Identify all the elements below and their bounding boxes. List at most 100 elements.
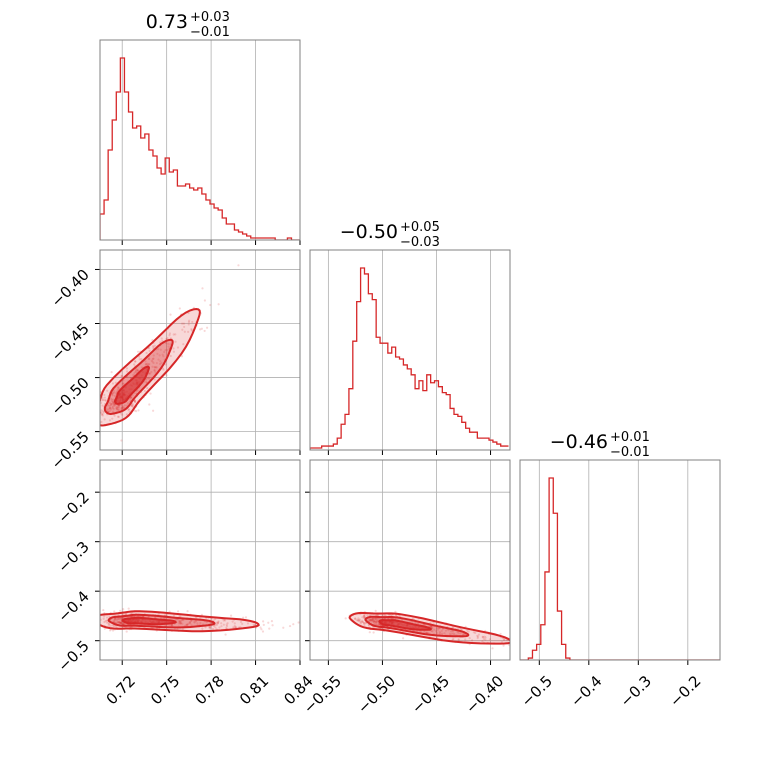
sample-point <box>426 631 429 634</box>
sample-point <box>123 404 126 407</box>
sample-point <box>220 625 223 628</box>
sample-point <box>109 408 113 411</box>
sample-point <box>120 403 123 407</box>
sample-point <box>113 414 116 417</box>
sample-point <box>108 404 111 408</box>
sample-point <box>431 630 434 633</box>
sample-point <box>225 623 228 626</box>
sample-point <box>122 382 125 385</box>
sample-point <box>268 627 271 630</box>
sample-point <box>176 346 180 349</box>
sample-point <box>164 617 167 620</box>
sample-point <box>98 616 100 618</box>
sample-point <box>100 420 103 424</box>
sample-point <box>169 313 172 316</box>
sample-point <box>362 614 365 617</box>
sample-point <box>168 334 171 337</box>
sample-point <box>127 408 131 411</box>
sample-point <box>189 622 192 625</box>
y-tick-label: −0.4 <box>54 587 92 625</box>
panel-frame <box>309 249 511 451</box>
sample-point <box>260 628 263 631</box>
sample-point <box>102 608 105 612</box>
sample-point <box>467 630 470 633</box>
sample-point <box>187 323 190 326</box>
sample-point <box>430 625 433 628</box>
sample-point <box>116 407 119 410</box>
sample-point <box>369 619 372 622</box>
sample-point <box>215 621 218 624</box>
sample-point <box>172 333 175 336</box>
sample-point <box>95 456 97 458</box>
sample-point <box>200 327 203 330</box>
sample-point <box>88 408 90 410</box>
sample-point <box>147 357 150 361</box>
sample-point <box>111 394 114 397</box>
sample-point <box>476 635 480 638</box>
sample-point <box>181 628 184 631</box>
density-contour <box>378 618 432 631</box>
sample-point <box>100 401 103 405</box>
sample-point <box>502 644 505 647</box>
sample-point <box>271 624 274 627</box>
sample-point <box>358 618 361 621</box>
sample-point <box>152 361 155 365</box>
sample-point <box>146 362 149 365</box>
sample-point <box>361 620 365 624</box>
sample-point <box>113 394 117 397</box>
panel-frame <box>519 459 721 661</box>
sample-point <box>125 367 129 370</box>
sample-point <box>180 620 183 623</box>
scatter-panel-3 <box>305 459 531 665</box>
sample-point <box>117 406 121 409</box>
sample-point <box>233 624 236 628</box>
sample-point <box>116 388 119 391</box>
sample-point <box>452 632 455 635</box>
sample-point <box>217 303 220 306</box>
sample-point <box>208 627 211 630</box>
sample-point <box>164 348 167 352</box>
sample-point <box>113 403 116 406</box>
sample-point <box>190 619 193 622</box>
sample-point <box>165 337 168 341</box>
sample-point <box>127 408 130 411</box>
sample-point <box>133 363 136 366</box>
sample-point <box>449 630 453 633</box>
sample-point <box>109 402 112 405</box>
sample-point <box>121 407 124 410</box>
sample-point <box>187 622 190 625</box>
sample-point <box>120 406 124 409</box>
sample-point <box>267 621 270 624</box>
scatter-content <box>344 609 531 650</box>
sample-point <box>108 629 112 632</box>
sample-point <box>111 629 115 632</box>
sample-point <box>201 627 204 630</box>
sample-point <box>101 399 104 402</box>
param-title-minus: −0.03 <box>400 235 440 250</box>
sample-point <box>180 355 184 358</box>
sample-point <box>79 409 81 411</box>
sample-point <box>134 360 137 363</box>
sample-point <box>211 627 215 630</box>
sample-point <box>103 418 106 421</box>
sample-point <box>167 342 170 345</box>
sample-point <box>237 264 240 267</box>
sample-point <box>112 410 115 413</box>
sample-point <box>529 642 531 644</box>
sample-point <box>107 408 110 411</box>
sample-point <box>179 622 182 625</box>
sample-point <box>188 620 192 624</box>
sample-point <box>217 620 220 623</box>
sample-point <box>122 622 125 626</box>
x-tick-label: −0.3 <box>617 672 655 710</box>
sample-point <box>120 622 123 625</box>
sample-point <box>466 629 469 632</box>
sample-point <box>472 631 475 634</box>
sample-point <box>109 397 112 400</box>
sample-point <box>155 361 158 365</box>
sample-point <box>120 621 123 624</box>
sample-point <box>160 361 163 365</box>
param-title-plus: +0.05 <box>400 220 440 235</box>
sample-point <box>185 623 188 626</box>
sample-point <box>148 377 151 380</box>
